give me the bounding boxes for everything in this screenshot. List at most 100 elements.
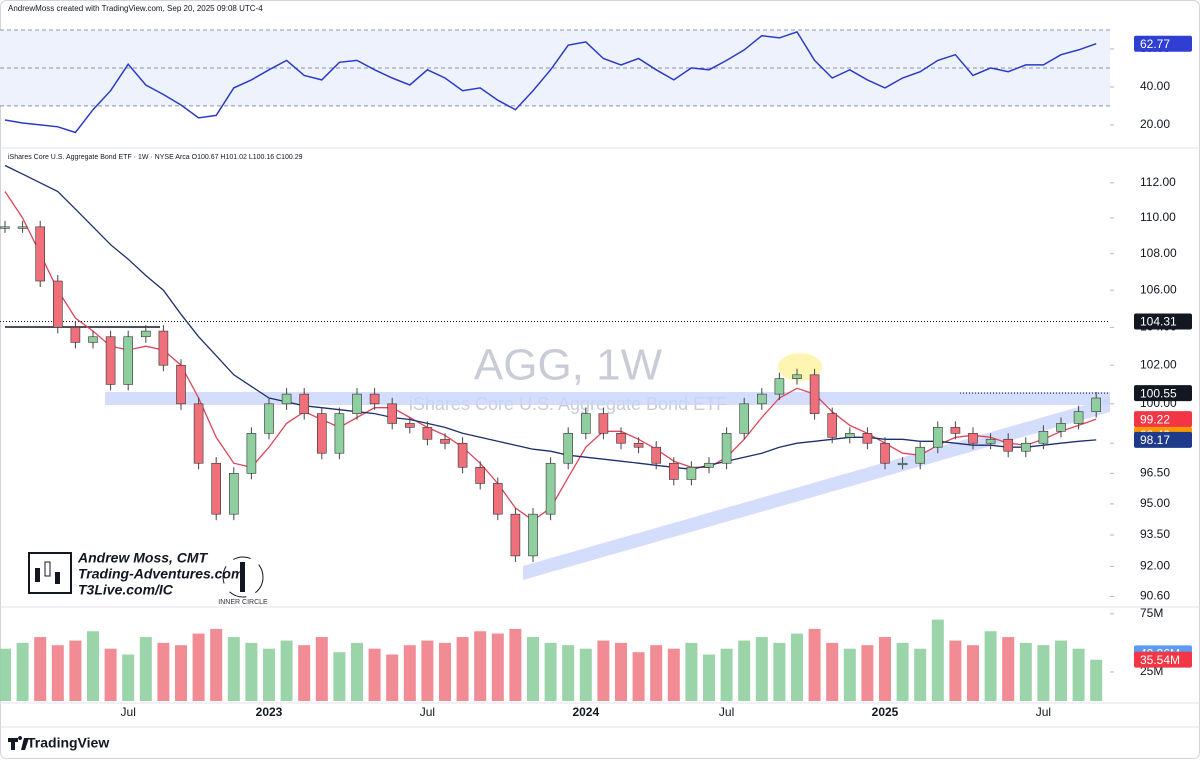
candle: [334, 413, 345, 454]
footer-icon: [8, 736, 29, 750]
volume-bar: [738, 640, 751, 701]
candle: [774, 378, 785, 395]
volume-bar: [1090, 659, 1103, 701]
volume-bar: [315, 637, 328, 701]
volume-bar: [333, 652, 346, 701]
volume-bar: [175, 645, 187, 701]
volume-bar: [896, 642, 909, 701]
x-tick-label: Jul: [1036, 705, 1051, 719]
candle: [246, 433, 257, 474]
candle: [932, 427, 943, 448]
volume-bar: [685, 642, 698, 701]
volume-bar: [298, 645, 311, 701]
x-tick-label: Jul: [719, 705, 734, 719]
volume-bar: [368, 648, 381, 701]
candle: [17, 226, 28, 229]
badge-ring: [222, 556, 264, 598]
price-label: 62.77: [1140, 37, 1170, 51]
volume-bar: [984, 631, 997, 701]
candle: [721, 433, 732, 464]
candle: [281, 393, 292, 405]
volume-bar: [597, 640, 610, 701]
candle: [880, 442, 890, 464]
candle: [756, 393, 767, 405]
x-tick-label: 2024: [572, 705, 599, 719]
volume-bar: [579, 648, 592, 701]
candle: [1056, 423, 1066, 432]
candle: [352, 393, 362, 414]
price-label: 99.22: [1140, 412, 1170, 426]
candle: [1003, 438, 1014, 452]
candle: [968, 433, 978, 444]
volume-bar: [1019, 642, 1032, 701]
x-tick-label: 2025: [872, 705, 899, 719]
candle: [35, 226, 46, 282]
moving-average: [4, 164, 1097, 470]
candle: [1020, 442, 1031, 452]
volume-bar: [403, 645, 416, 701]
price-label-box: [1134, 35, 1192, 52]
volume-bar: [615, 642, 627, 701]
candle: [1091, 397, 1101, 412]
volume-bar: [967, 645, 979, 701]
y-tick-label: 92.00: [1140, 559, 1170, 573]
volume-bar: [773, 642, 786, 701]
volume-bar: [386, 654, 399, 701]
y-tick-label: 90.60: [1140, 589, 1170, 603]
candle: [70, 327, 81, 343]
volume-bar: [562, 645, 575, 701]
y-tick-label: 102.00: [1140, 357, 1177, 371]
legend: iShares Core U.S. Aggregate Bond ETF · 1…: [8, 154, 303, 161]
volume-bar: [650, 645, 663, 701]
volume-bar: [703, 654, 715, 701]
volume-bar: [509, 628, 522, 701]
x-tick-label: Jul: [420, 705, 435, 719]
volume-bar: [157, 642, 170, 701]
brand-name: Andrew Moss, CMT: [77, 550, 209, 566]
volume-bar: [1037, 645, 1050, 701]
volume-bar: [720, 648, 733, 701]
candle: [123, 336, 133, 385]
price-label-box: [1134, 411, 1192, 428]
volume-bar: [826, 642, 839, 701]
price-label-box: [1134, 651, 1192, 668]
logo-candle: [44, 561, 51, 577]
footer-brand: TradingView: [27, 735, 109, 751]
candle: [792, 374, 802, 379]
y-tick-label: 106.00: [1140, 282, 1177, 296]
volume-bar: [1002, 637, 1015, 701]
candle: [915, 446, 926, 464]
volume-bar: [667, 648, 680, 701]
candle: [739, 403, 750, 434]
y-tick-label: 20.00: [1140, 117, 1170, 131]
candle: [862, 433, 873, 444]
y-tick-label: 95.00: [1140, 496, 1170, 510]
volume-bar: [914, 648, 927, 701]
candle: [897, 462, 908, 466]
highlight: [778, 353, 822, 381]
header: AndrewMoss created with TradingView.com,…: [8, 4, 263, 13]
price-label: 35.54M: [1140, 653, 1180, 667]
volume-bar: [1072, 648, 1085, 701]
price-label-box: [1134, 313, 1192, 330]
volume-bar: [421, 640, 434, 701]
y-tick-label: 40.00: [1140, 79, 1170, 93]
volume-bar: [139, 637, 152, 701]
brand-site: Trading-Adventures.com: [78, 566, 243, 582]
candle: [1038, 431, 1049, 444]
candle: [105, 336, 116, 385]
volume-bar: [34, 637, 47, 701]
candle: [299, 393, 310, 414]
y-tick-label: 93.50: [1140, 527, 1170, 541]
volume-bar: [263, 648, 275, 701]
x-tick-label: Jul: [121, 705, 136, 719]
candle: [264, 403, 274, 434]
candle: [404, 423, 415, 428]
candle: [686, 466, 697, 480]
candle: [1073, 411, 1084, 424]
candle: [633, 442, 644, 448]
y-tick-label: 96.50: [1140, 465, 1170, 479]
candle: [827, 413, 838, 438]
volume-bar: [843, 648, 856, 701]
